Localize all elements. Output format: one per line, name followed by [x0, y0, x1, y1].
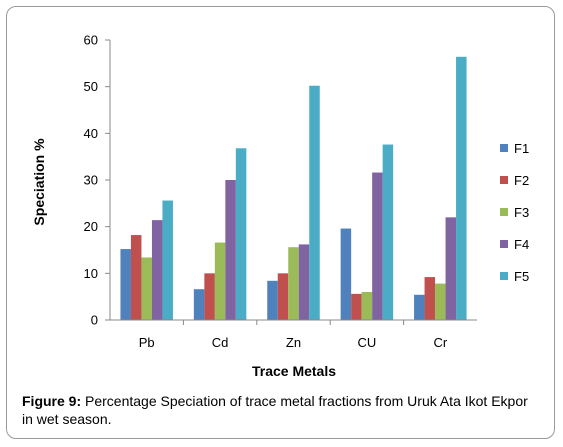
- figure-caption: Figure 9: Percentage Speciation of trace…: [22, 392, 542, 428]
- legend-swatch-f4: [500, 240, 508, 248]
- bar-f1-cr: [414, 294, 425, 320]
- bar-f2-cr: [424, 277, 436, 320]
- legend-swatch-f3: [500, 208, 508, 216]
- legend-label-f2: F2: [514, 173, 529, 188]
- bar-f3-cu: [361, 292, 373, 320]
- bar-f4-cu: [372, 172, 383, 320]
- bar-f5-cd: [235, 148, 247, 320]
- x-axis-title: Trace Metals: [252, 363, 336, 379]
- legend-swatch-f1: [500, 144, 508, 152]
- legend-label-f1: F1: [514, 141, 529, 156]
- bar-f4-cr: [445, 217, 457, 320]
- legend-label-f3: F3: [514, 205, 529, 220]
- y-tick-label: 10: [84, 266, 98, 281]
- bar-f3-zn: [288, 247, 299, 320]
- bar-f2-zn: [277, 273, 289, 320]
- bar-f2-cu: [351, 293, 362, 320]
- y-tick-label: 60: [84, 33, 98, 48]
- legend-swatch-f5: [500, 272, 508, 280]
- legend-label-f5: F5: [514, 269, 529, 284]
- bar-series: [120, 56, 467, 321]
- bar-f5-zn: [309, 85, 320, 320]
- bar-f3-pb: [141, 257, 152, 320]
- y-tick-label: 30: [84, 173, 98, 188]
- y-tick-label: 0: [91, 313, 98, 328]
- x-tick-label: Pb: [139, 335, 155, 350]
- bar-f4-zn: [298, 244, 310, 320]
- bar-f3-cd: [214, 242, 226, 320]
- x-tick-label: CU: [358, 335, 377, 350]
- bar-f5-pb: [162, 200, 173, 320]
- y-axis-title: Speciation %: [31, 138, 47, 226]
- caption-label: Figure 9:: [22, 393, 82, 409]
- bar-f5-cu: [382, 144, 394, 320]
- y-tick-label: 20: [84, 219, 98, 234]
- bar-chart: 0 10 20 30 40 50 60 Pb Cd Zn CU Cr Speciation % Tr…: [31, 33, 529, 380]
- caption-text: Percentage Speciation of trace metal fra…: [22, 393, 528, 427]
- bar-f1-zn: [267, 280, 278, 320]
- bar-f3-cr: [435, 283, 446, 320]
- x-tick-label: Cr: [433, 335, 447, 350]
- y-tick-label: 40: [84, 126, 98, 141]
- bar-f1-pb: [120, 249, 131, 320]
- bar-f1-cd: [193, 289, 205, 320]
- legend: F1 F2 F3 F4 F5: [500, 141, 529, 284]
- legend-label-f4: F4: [514, 237, 529, 252]
- bar-f1-cu: [340, 228, 352, 320]
- x-axis-ticks: Pb Cd Zn CU Cr: [139, 320, 448, 350]
- y-axis-ticks: 0 10 20 30 40 50 60: [84, 33, 110, 328]
- x-tick-label: Cd: [212, 335, 229, 350]
- bar-f4-pb: [151, 220, 163, 320]
- y-tick-label: 50: [84, 79, 98, 94]
- legend-swatch-f2: [500, 176, 508, 184]
- bar-f2-pb: [130, 235, 142, 320]
- bar-f4-cd: [225, 180, 236, 320]
- x-tick-label: Zn: [286, 335, 301, 350]
- bar-f5-cr: [456, 56, 467, 321]
- bar-f2-cd: [204, 273, 215, 320]
